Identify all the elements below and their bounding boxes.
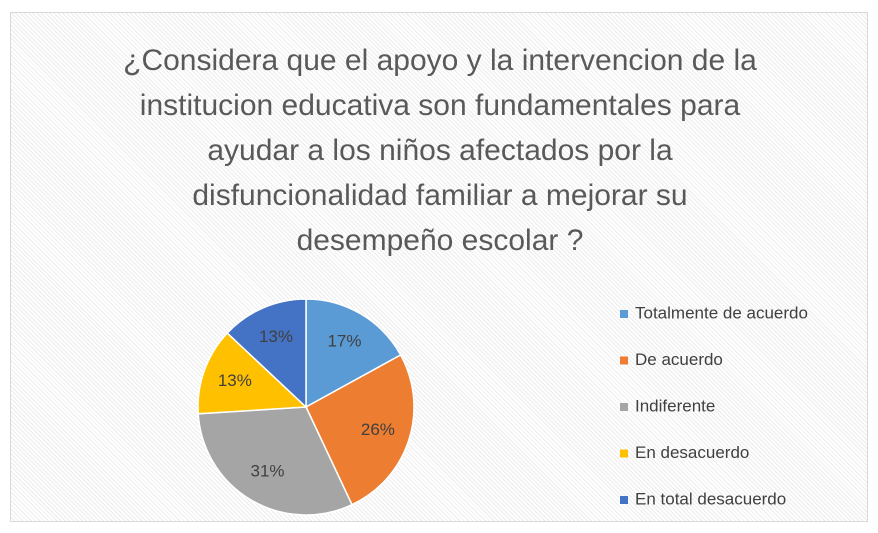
legend-label: Indiferente	[635, 396, 715, 415]
data-label: 13%	[218, 371, 252, 390]
data-label: 26%	[361, 420, 395, 439]
pie-slice	[226, 298, 307, 409]
pie-slice	[305, 298, 402, 409]
legend-swatch	[620, 356, 628, 365]
legend-label: En desacuerdo	[635, 443, 749, 462]
legend-swatch	[620, 403, 628, 411]
pie-slice	[197, 332, 308, 415]
pie-slice	[197, 406, 353, 516]
legend-swatch	[620, 449, 628, 458]
legend-swatch	[620, 310, 628, 318]
data-label: 17%	[327, 331, 361, 350]
pie-slice	[305, 353, 415, 506]
data-label: 31%	[251, 462, 285, 481]
legend-label: De acuerdo	[635, 350, 723, 369]
data-label: 13%	[259, 327, 293, 346]
legend-swatch	[620, 496, 628, 504]
legend-label: Totalmente de acuerdo	[635, 303, 808, 322]
chart-title: ¿Considera que el apoyo y la intervencio…	[123, 44, 757, 257]
chart-area	[10, 12, 868, 522]
legend-label: En total desacuerdo	[635, 489, 786, 508]
